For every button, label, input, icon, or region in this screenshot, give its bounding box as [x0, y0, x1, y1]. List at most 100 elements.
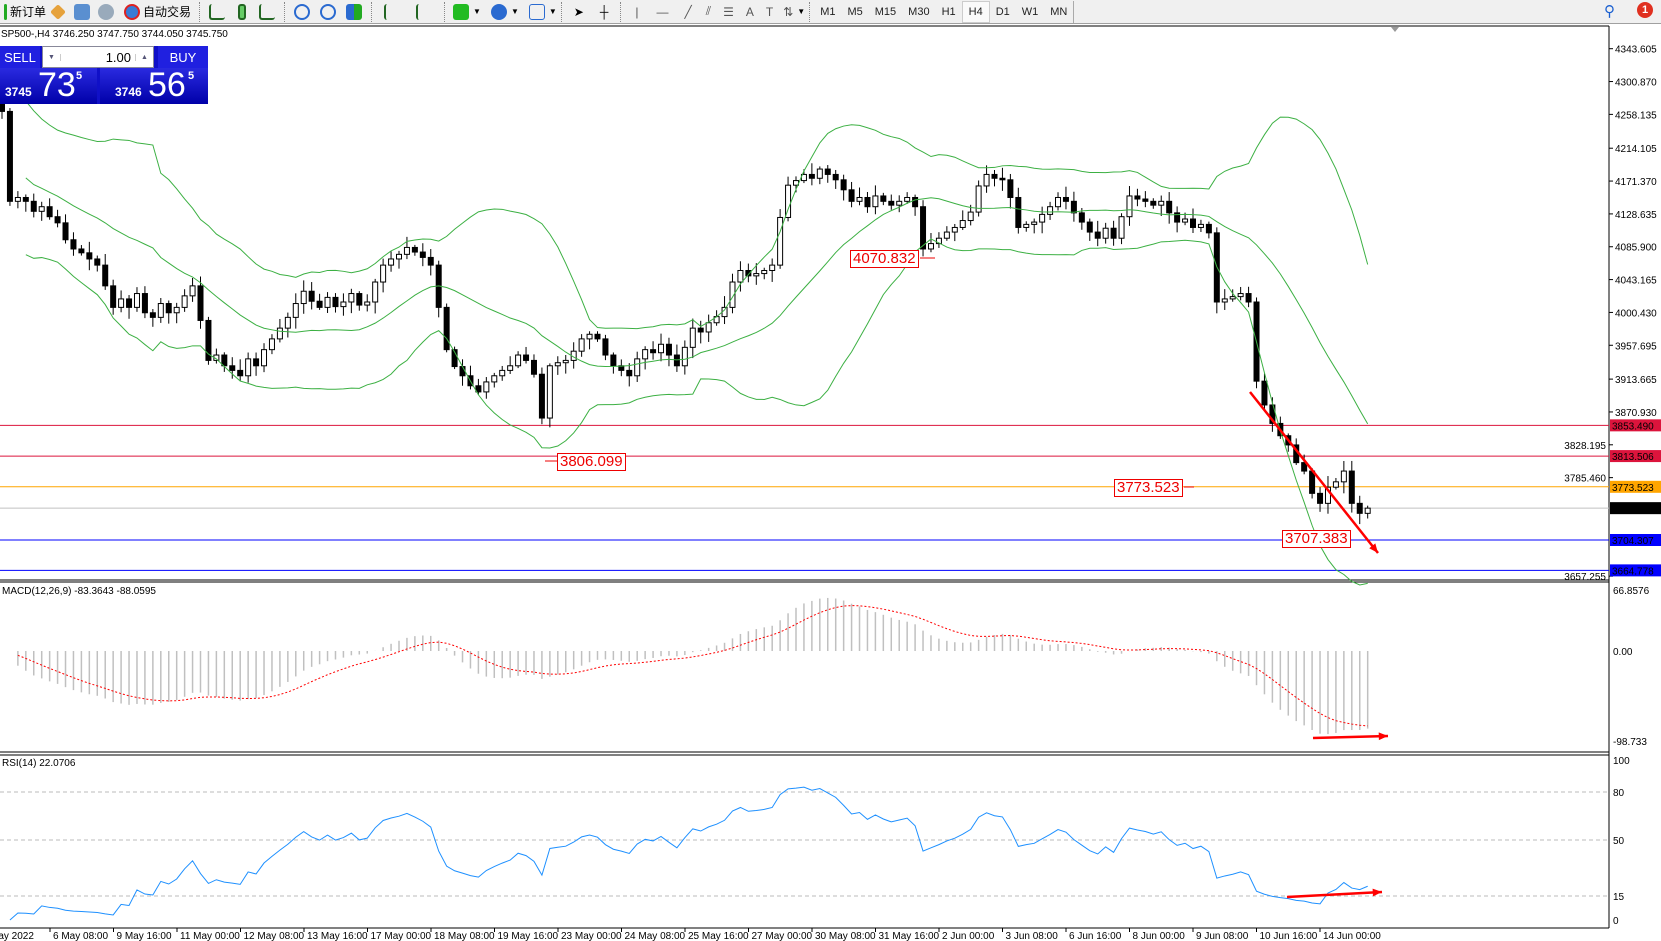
- indicators-icon[interactable]: [453, 3, 470, 20]
- periods-icon[interactable]: [490, 3, 507, 20]
- zoom-out-icon[interactable]: [320, 3, 337, 20]
- chart-shift-marker-icon[interactable]: [1391, 27, 1399, 32]
- price-level-tag: [1610, 419, 1661, 432]
- rsi-label: RSI(14) 22.0706: [2, 758, 76, 769]
- price-level-tag: [1610, 502, 1661, 515]
- candle: [427, 256, 434, 266]
- candle: [46, 206, 53, 218]
- annotation-label[interactable]: 3707.383: [1282, 530, 1351, 548]
- trend-arrow-head: [1369, 543, 1378, 553]
- candlestick-icon[interactable]: [238, 3, 247, 20]
- time-label: 8 Jun 00:00: [1133, 931, 1186, 941]
- annotation-label[interactable]: 4070.832: [850, 250, 919, 268]
- sell-button[interactable]: SELL: [0, 46, 40, 68]
- arrows-icon[interactable]: ⇅: [783, 4, 794, 19]
- buy-button[interactable]: BUY: [158, 46, 208, 68]
- equidistant-channel-icon[interactable]: ⫽: [705, 4, 712, 18]
- candle: [697, 327, 704, 333]
- lot-size-stepper[interactable]: ▼ 1.00 ▲: [42, 46, 154, 68]
- search-icon[interactable]: ⚲: [1604, 3, 1615, 20]
- notification-badge[interactable]: 1: [1637, 2, 1653, 18]
- rsi-arrow[interactable]: [1286, 890, 1383, 899]
- candle: [62, 222, 69, 241]
- annotation-label[interactable]: 3806.099: [557, 453, 626, 471]
- timeframe-m5[interactable]: M5: [847, 5, 863, 18]
- divider: [560, 1, 562, 22]
- text-label-icon[interactable]: T: [765, 4, 774, 19]
- candle: [816, 168, 823, 179]
- vertical-line-icon[interactable]: |: [635, 4, 639, 19]
- candle: [459, 366, 466, 377]
- new-order-button[interactable]: 新订单: [0, 1, 50, 23]
- auto-trading-button[interactable]: 自动交易: [120, 1, 195, 23]
- candle: [443, 306, 450, 351]
- trendline-icon[interactable]: ╱: [684, 4, 692, 19]
- buy-price[interactable]: 3746 56 5: [100, 66, 208, 104]
- time-label: 2 Jun 00:00: [942, 931, 995, 941]
- increase-lot-button[interactable]: ▲: [135, 53, 153, 61]
- bollinger-lower-band: [25, 238, 1368, 586]
- auto-scroll-icon[interactable]: [384, 3, 400, 20]
- timeframe-m30[interactable]: M30: [908, 5, 930, 18]
- annotation-label[interactable]: 3773.523: [1114, 479, 1183, 497]
- divider: [444, 1, 446, 22]
- candle: [197, 285, 204, 321]
- candle: [411, 246, 418, 253]
- crosshair-icon[interactable]: ┼: [599, 4, 609, 19]
- one-click-trading-panel: SELL ▼ 1.00 ▲ BUY 3745 73 5 3746 56 5: [0, 46, 208, 104]
- candle: [340, 301, 347, 308]
- candle: [785, 184, 792, 218]
- timeframe-h1[interactable]: H1: [941, 5, 956, 18]
- lot-size-input[interactable]: 1.00: [105, 49, 131, 65]
- candle: [808, 173, 815, 179]
- macd-arrow[interactable]: [1312, 734, 1389, 740]
- line-chart-icon[interactable]: [259, 3, 276, 20]
- zoom-in-icon[interactable]: [294, 3, 311, 20]
- candle: [1182, 218, 1189, 223]
- candle: [1023, 223, 1030, 228]
- candle: [642, 349, 649, 360]
- chart-shift-icon[interactable]: [416, 3, 432, 20]
- candle: [523, 354, 530, 361]
- templates-icon[interactable]: [528, 3, 545, 20]
- timeframe-w1[interactable]: W1: [1021, 5, 1039, 18]
- trend-arrow[interactable]: [1249, 391, 1379, 554]
- candle: [594, 333, 601, 340]
- horizontal-line-icon[interactable]: —: [656, 4, 669, 19]
- timeframe-h4[interactable]: H4: [961, 0, 990, 23]
- timeframe-m15[interactable]: M15: [874, 5, 897, 18]
- candle: [396, 253, 402, 260]
- candle: [769, 264, 776, 271]
- price-level-label: 3664.778: [1612, 566, 1654, 577]
- candle: [507, 365, 514, 371]
- navigator-icon[interactable]: [74, 3, 91, 20]
- tile-windows-icon[interactable]: [346, 3, 363, 20]
- signals-icon[interactable]: [98, 3, 115, 20]
- chevron-down-icon[interactable]: ▼: [548, 7, 557, 16]
- text-icon[interactable]: A: [745, 4, 754, 19]
- candle: [308, 290, 315, 302]
- candle: [6, 110, 13, 202]
- price-tick-label: 3957.695: [1615, 341, 1657, 352]
- timeframe-d1[interactable]: D1: [995, 5, 1010, 18]
- bar-chart-icon[interactable]: [209, 3, 226, 20]
- decrease-lot-button[interactable]: ▼: [43, 53, 61, 61]
- bollinger-middle-band: [25, 177, 1369, 425]
- candle: [332, 296, 339, 308]
- chevron-down-icon[interactable]: ▼: [797, 7, 806, 16]
- timeframe-m1[interactable]: M1: [820, 5, 836, 18]
- chevron-down-icon[interactable]: ▼: [473, 7, 481, 16]
- candle: [1317, 492, 1324, 504]
- chevron-down-icon[interactable]: ▼: [510, 7, 519, 16]
- chart-ohlc-info: SP500-,H4 3746.250 3747.750 3744.050 374…: [1, 29, 228, 40]
- fibonacci-icon[interactable]: ☰: [723, 4, 734, 19]
- cursor-icon[interactable]: ➤: [573, 4, 584, 19]
- timeframe-mn[interactable]: MN: [1050, 5, 1068, 18]
- time-label: 25 May 16:00: [688, 931, 749, 941]
- sell-price[interactable]: 3745 73 5: [0, 66, 97, 104]
- rsi-tick-label: 15: [1613, 892, 1625, 903]
- price-tick-label: 4043.165: [1615, 276, 1657, 287]
- rsi-arrow-head: [1372, 888, 1382, 897]
- price-tick-label: 4343.605: [1615, 45, 1657, 56]
